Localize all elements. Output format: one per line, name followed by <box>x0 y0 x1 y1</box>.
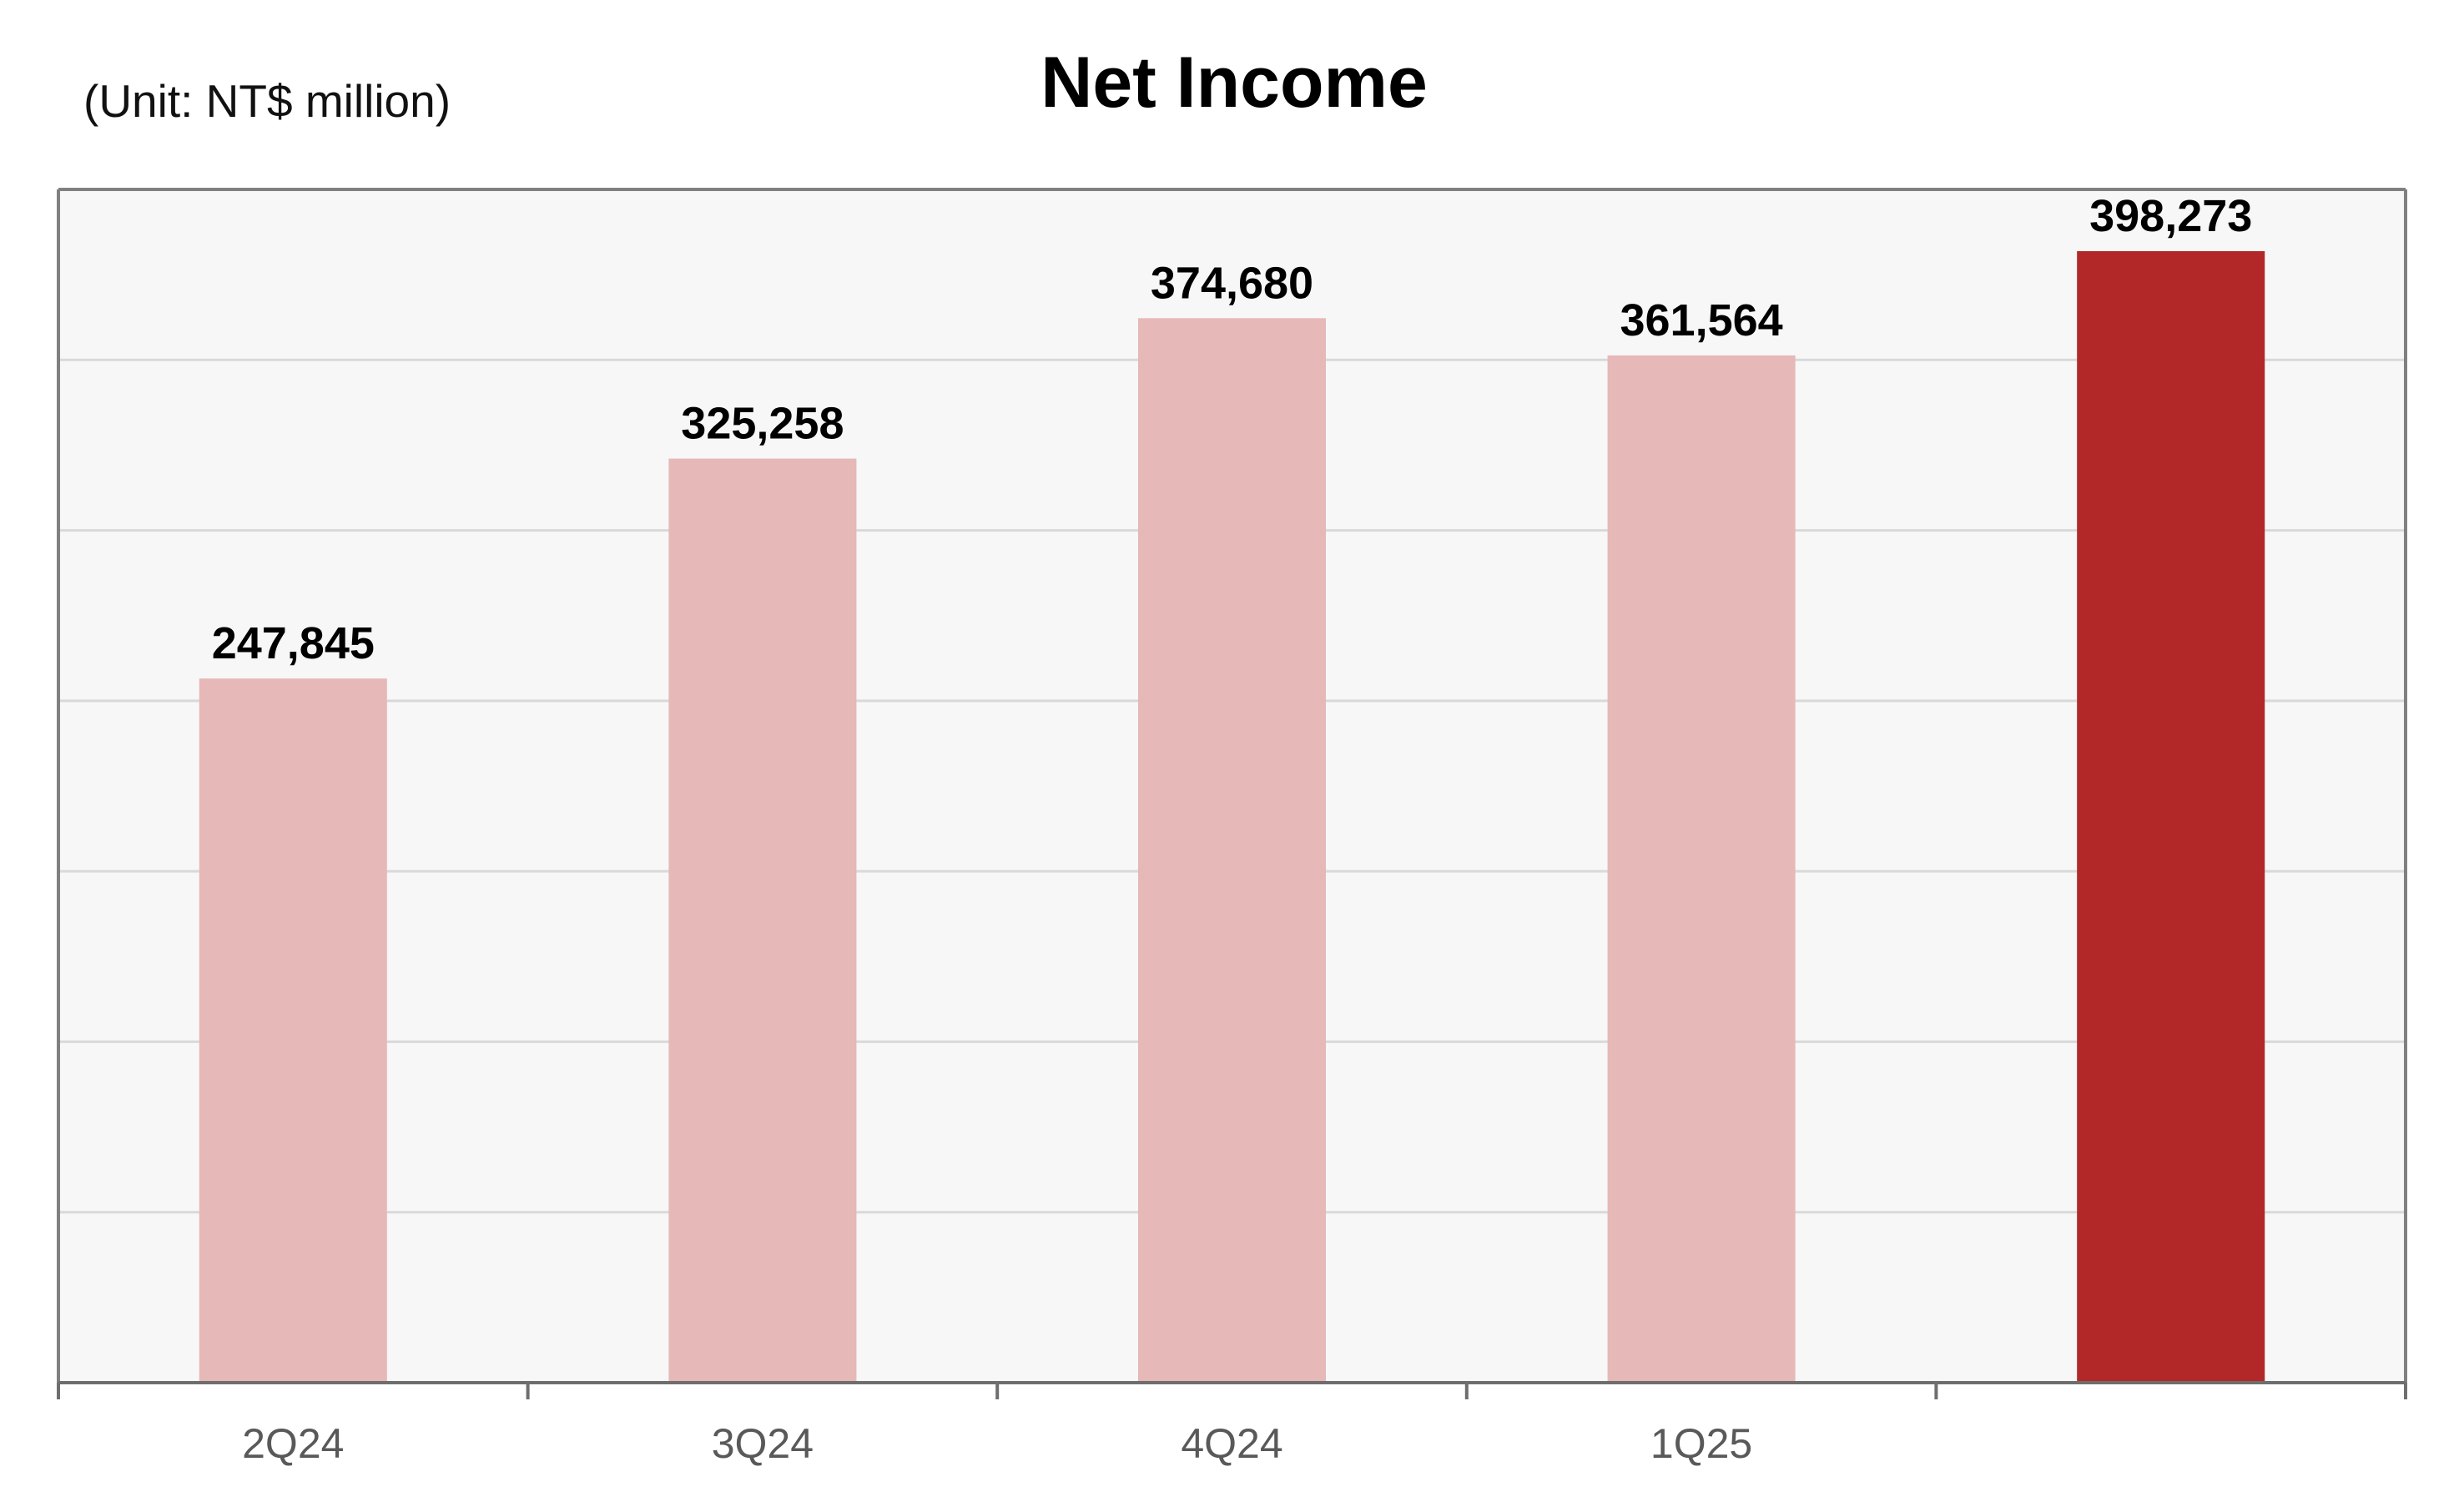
data-label: 374,680 <box>1151 258 1313 308</box>
bar-latest <box>2077 250 2265 1384</box>
x-tick-label: 2Q24 <box>242 1420 344 1467</box>
x-tick-label: 1Q25 <box>1650 1420 1752 1467</box>
x-axis: 2Q24 3Q24 4Q24 1Q25 <box>57 1383 2407 1467</box>
plot-frame <box>57 188 2407 1384</box>
unit-label: (Unit: NT$ million) <box>83 75 451 127</box>
bar-2Q24 <box>199 678 387 1383</box>
data-labels: 247,845 325,258 374,680 361,564 398,273 <box>212 191 2253 668</box>
bar-4Q24 <box>1137 318 1327 1383</box>
data-label: 361,564 <box>1620 295 1782 345</box>
bars <box>199 250 2265 1384</box>
x-tick-label: 3Q24 <box>712 1420 814 1467</box>
data-label: 247,845 <box>212 618 375 668</box>
bar-3Q24 <box>668 458 857 1383</box>
data-label: 325,258 <box>681 399 844 449</box>
chart-title: Net Income <box>1041 43 1428 123</box>
x-tick-label: 4Q24 <box>1181 1420 1282 1467</box>
bar-1Q25 <box>1607 355 1796 1383</box>
data-label: 398,273 <box>2089 191 2252 241</box>
